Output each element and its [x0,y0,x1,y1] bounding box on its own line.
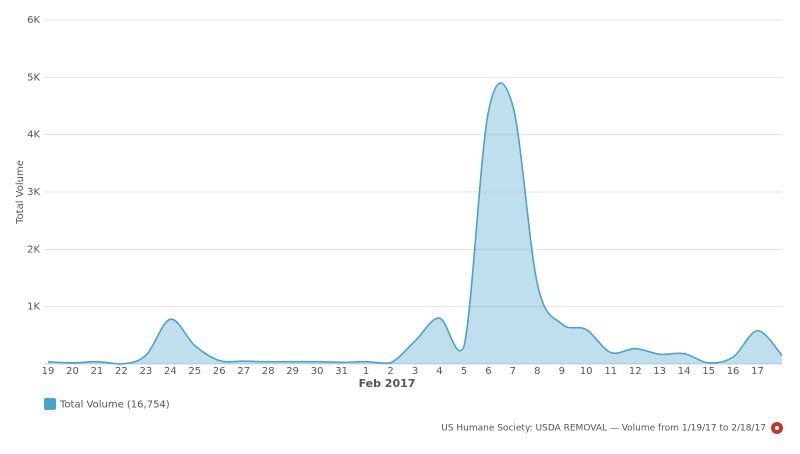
x-tick-label: 10 [580,366,593,377]
x-axis-title: Feb 2017 [359,377,416,390]
y-tick-label: 5K [27,72,40,83]
footer: US Humane Society: USDA REMOVAL — Volume… [441,424,766,434]
x-tick-label: 1 [363,366,369,377]
y-tick-label: 6K [27,15,40,26]
legend-label[interactable]: Total Volume (16,754) [59,400,170,411]
x-tick-label: 30 [311,366,324,377]
x-tick-label: 29 [286,366,299,377]
x-tick-label: 5 [461,366,467,377]
x-tick-label: 27 [237,366,250,377]
legend-swatch[interactable] [44,398,56,410]
x-tick-label: 12 [629,366,642,377]
x-tick-label: 26 [213,366,226,377]
x-tick-label: 19 [42,366,55,377]
y-tick-label: 1K [27,302,40,313]
x-tick-label: 15 [702,366,715,377]
x-tick-label: 20 [66,366,79,377]
x-tick-label: 31 [335,366,348,377]
y-tick-label: 3K [27,187,40,198]
x-tick-label: 16 [727,366,740,377]
x-tick-label: 22 [115,366,128,377]
x-tick-label: 21 [91,366,104,377]
x-tick-label: 28 [262,366,275,377]
x-tick-label: 14 [678,366,691,377]
x-tick-label: 2 [387,366,393,377]
x-tick-label: 6 [485,366,491,377]
x-tick-label: 8 [534,366,540,377]
x-tick-label: 4 [436,366,442,377]
x-tick-label: 3 [412,366,418,377]
x-tick-label: 25 [188,366,201,377]
x-tick-label: 11 [604,366,617,377]
x-tick-label: 24 [164,366,177,377]
x-tick-label: 17 [751,366,764,377]
y-axis-title: Total Volume [15,160,26,225]
area-line [47,82,783,365]
area-fill [48,83,782,365]
y-tick-label: 2K [27,244,40,255]
x-tick-label: 13 [653,366,666,377]
logo [771,422,783,434]
y-tick-label: 4K [27,130,40,141]
x-tick-label: 7 [510,366,516,377]
x-tick-label: 23 [139,366,152,377]
x-tick-label: 9 [559,366,565,377]
